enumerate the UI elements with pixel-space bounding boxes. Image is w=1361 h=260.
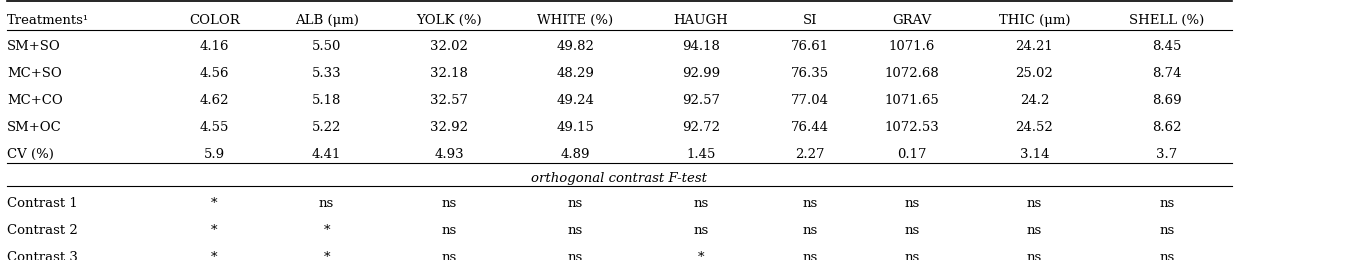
Text: CV (%): CV (%) (7, 147, 53, 160)
Text: ns: ns (318, 197, 335, 210)
Text: *: * (324, 224, 329, 237)
Text: ns: ns (1026, 224, 1043, 237)
Text: ns: ns (904, 251, 920, 260)
Text: HAUGH: HAUGH (674, 14, 728, 27)
Text: ns: ns (904, 197, 920, 210)
Text: COLOR: COLOR (189, 14, 240, 27)
Text: 32.92: 32.92 (430, 121, 468, 134)
Text: ns: ns (1026, 197, 1043, 210)
Text: ns: ns (568, 251, 583, 260)
Text: 8.62: 8.62 (1153, 121, 1181, 134)
Text: ns: ns (441, 197, 457, 210)
Text: ns: ns (802, 224, 818, 237)
Text: GRAV: GRAV (893, 14, 931, 27)
Text: ns: ns (1160, 197, 1175, 210)
Text: *: * (211, 197, 218, 210)
Text: 32.57: 32.57 (430, 94, 468, 107)
Text: 77.04: 77.04 (791, 94, 829, 107)
Text: MC+SO: MC+SO (7, 67, 61, 80)
Text: Contrast 3: Contrast 3 (7, 251, 78, 260)
Text: ns: ns (802, 251, 818, 260)
Text: SM+SO: SM+SO (7, 41, 60, 54)
Text: 76.61: 76.61 (791, 41, 829, 54)
Text: 92.99: 92.99 (682, 67, 720, 80)
Text: 24.21: 24.21 (1015, 41, 1053, 54)
Text: ns: ns (441, 224, 457, 237)
Text: 3.14: 3.14 (1019, 147, 1049, 160)
Text: 49.15: 49.15 (557, 121, 593, 134)
Text: 5.18: 5.18 (312, 94, 342, 107)
Text: SHELL (%): SHELL (%) (1130, 14, 1204, 27)
Text: 24.52: 24.52 (1015, 121, 1053, 134)
Text: 76.35: 76.35 (791, 67, 829, 80)
Text: YOLK (%): YOLK (%) (416, 14, 482, 27)
Text: *: * (324, 251, 329, 260)
Text: 4.16: 4.16 (200, 41, 229, 54)
Text: THIC (μm): THIC (μm) (999, 14, 1070, 27)
Text: 3.7: 3.7 (1157, 147, 1177, 160)
Text: *: * (211, 224, 218, 237)
Text: 94.18: 94.18 (682, 41, 720, 54)
Text: 0.17: 0.17 (897, 147, 927, 160)
Text: 32.18: 32.18 (430, 67, 468, 80)
Text: Contrast 2: Contrast 2 (7, 224, 78, 237)
Text: ALB (μm): ALB (μm) (295, 14, 358, 27)
Text: 92.72: 92.72 (682, 121, 720, 134)
Text: 25.02: 25.02 (1015, 67, 1053, 80)
Text: Treatments¹: Treatments¹ (7, 14, 88, 27)
Text: ns: ns (441, 251, 457, 260)
Text: 92.57: 92.57 (682, 94, 720, 107)
Text: SM+OC: SM+OC (7, 121, 61, 134)
Text: ns: ns (904, 224, 920, 237)
Text: 49.82: 49.82 (557, 41, 593, 54)
Text: 4.93: 4.93 (434, 147, 464, 160)
Text: SI: SI (803, 14, 817, 27)
Text: Contrast 1: Contrast 1 (7, 197, 78, 210)
Text: 5.50: 5.50 (312, 41, 342, 54)
Text: *: * (698, 251, 704, 260)
Text: 32.02: 32.02 (430, 41, 468, 54)
Text: 48.29: 48.29 (557, 67, 593, 80)
Text: 1072.53: 1072.53 (885, 121, 939, 134)
Text: 24.2: 24.2 (1019, 94, 1049, 107)
Text: ns: ns (802, 197, 818, 210)
Text: ns: ns (693, 224, 709, 237)
Text: 5.9: 5.9 (204, 147, 225, 160)
Text: ns: ns (1026, 251, 1043, 260)
Text: 4.56: 4.56 (200, 67, 229, 80)
Text: 1.45: 1.45 (686, 147, 716, 160)
Text: MC+CO: MC+CO (7, 94, 63, 107)
Text: 76.44: 76.44 (791, 121, 829, 134)
Text: ns: ns (1160, 224, 1175, 237)
Text: ns: ns (568, 224, 583, 237)
Text: 5.22: 5.22 (312, 121, 342, 134)
Text: *: * (211, 251, 218, 260)
Text: 49.24: 49.24 (557, 94, 593, 107)
Text: 1071.65: 1071.65 (885, 94, 939, 107)
Text: 8.74: 8.74 (1153, 67, 1181, 80)
Text: 4.55: 4.55 (200, 121, 229, 134)
Text: 4.89: 4.89 (561, 147, 589, 160)
Text: 1072.68: 1072.68 (885, 67, 939, 80)
Text: 4.62: 4.62 (200, 94, 229, 107)
Text: 1071.6: 1071.6 (889, 41, 935, 54)
Text: orthogonal contrast F-test: orthogonal contrast F-test (531, 172, 708, 185)
Text: ns: ns (693, 197, 709, 210)
Text: WHITE (%): WHITE (%) (538, 14, 612, 27)
Text: 4.41: 4.41 (312, 147, 342, 160)
Text: 8.45: 8.45 (1153, 41, 1181, 54)
Text: ns: ns (1160, 251, 1175, 260)
Text: ns: ns (568, 197, 583, 210)
Text: 5.33: 5.33 (312, 67, 342, 80)
Text: 8.69: 8.69 (1153, 94, 1181, 107)
Text: 2.27: 2.27 (795, 147, 825, 160)
